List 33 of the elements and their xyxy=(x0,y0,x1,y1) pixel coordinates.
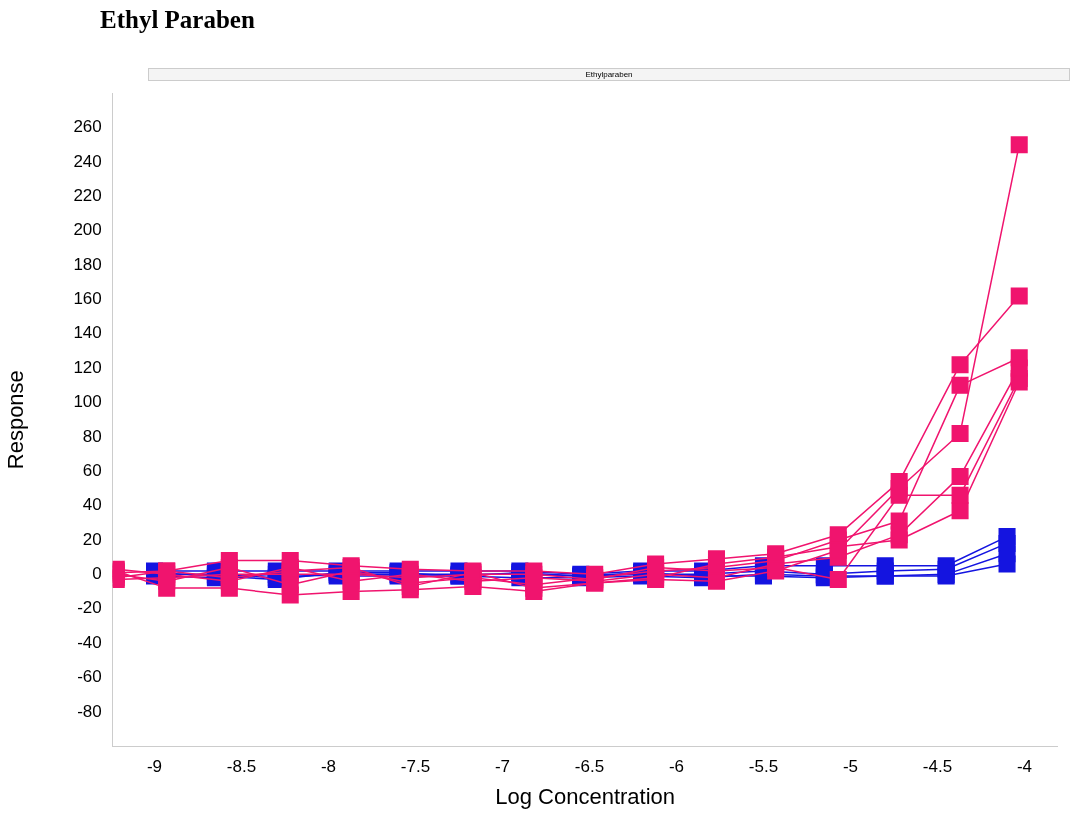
y-axis-title: Response xyxy=(3,370,29,470)
y-tick-label: 260 xyxy=(73,117,102,137)
x-axis-title: Log Concentration xyxy=(495,783,676,809)
x-tick-label: -9 xyxy=(146,757,163,777)
y-tick-label: -40 xyxy=(77,632,102,652)
y-tick-label: 200 xyxy=(73,220,102,240)
y-tick-label: 40 xyxy=(82,495,102,515)
x-tick-label: -4.5 xyxy=(922,757,953,777)
y-tick-label: 60 xyxy=(82,460,102,480)
y-tick-label: 120 xyxy=(73,357,102,377)
y-tick-label: -60 xyxy=(77,667,102,687)
y-tick-label: -20 xyxy=(77,598,102,618)
y-tick-label: 100 xyxy=(73,392,102,412)
y-tick-label: 160 xyxy=(73,289,102,309)
x-tick-label: -6.5 xyxy=(574,757,605,777)
y-tick-label: 20 xyxy=(82,529,102,549)
x-tick-label: -7 xyxy=(494,757,511,777)
x-tick-label: -8 xyxy=(320,757,337,777)
y-tick-label: 180 xyxy=(73,254,102,274)
x-tick-label: -4 xyxy=(1016,757,1033,777)
y-tick-label: 0 xyxy=(92,564,102,584)
x-tick-label: -7.5 xyxy=(400,757,431,777)
y-tick-label: 240 xyxy=(73,151,102,171)
chart-title: Ethyl Paraben xyxy=(100,6,255,34)
x-tick-label: -6 xyxy=(668,757,685,777)
y-tick-label: 220 xyxy=(73,185,102,205)
chart-subtitle: Ethylparaben xyxy=(148,68,1070,81)
x-tick-label: -5.5 xyxy=(748,757,779,777)
y-tick-label: 140 xyxy=(73,323,102,343)
y-tick-label: -80 xyxy=(77,701,102,721)
x-tick-label: -8.5 xyxy=(226,757,257,777)
y-tick-label: 80 xyxy=(82,426,102,446)
x-tick-label: -5 xyxy=(842,757,859,777)
